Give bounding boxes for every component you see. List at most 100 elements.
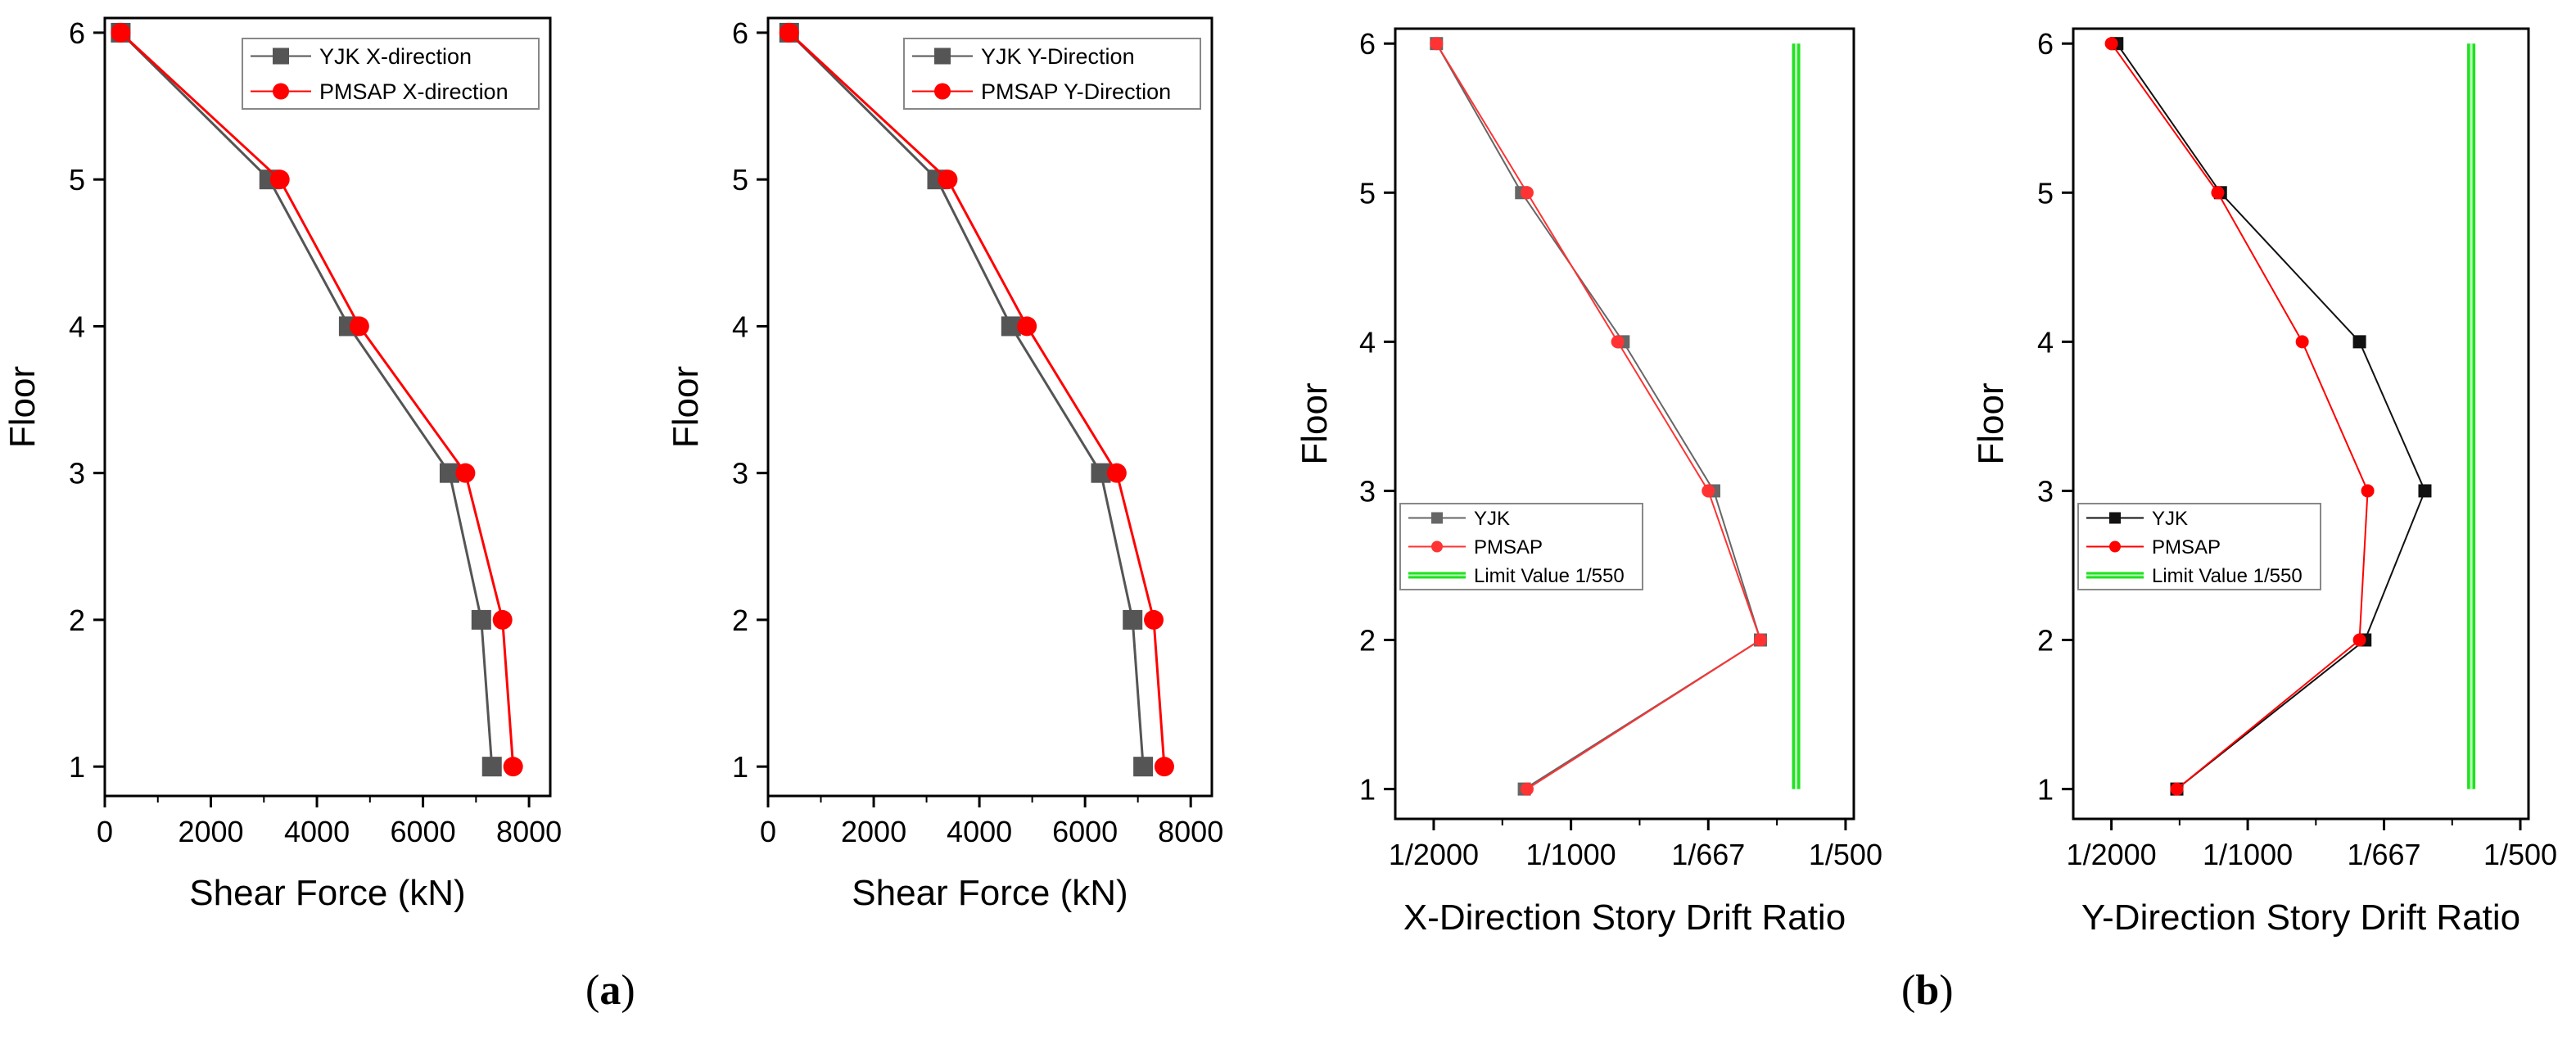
caption-a: (a) <box>585 967 635 1014</box>
series-yjk-y-direction <box>779 22 1154 777</box>
y-tick-label: 4 <box>2037 325 2054 359</box>
x-tick-label: 2000 <box>178 815 243 848</box>
y-tick-label: 3 <box>1359 474 1376 508</box>
x-tick-label: 1/2000 <box>2067 838 2157 871</box>
chart-p4: 1/2000 1/1000 1/667 1/500 1 2 3 4 5 6 Y-Direction … <box>1971 27 2557 938</box>
legend-label: PMSAP X-direction <box>319 79 508 104</box>
data-point <box>1520 186 1534 200</box>
data-point <box>1133 757 1154 777</box>
x-axis-label: Shear Force (kN) <box>189 873 465 913</box>
x-tick-label: 0 <box>760 815 776 848</box>
legend-label: Limit Value 1/550 <box>1474 565 1625 587</box>
y-tick-label: 4 <box>732 310 748 343</box>
legend-label: PMSAP <box>2152 536 2221 558</box>
legend: YJK Y-Direction PMSAP Y-Direction <box>903 38 1201 110</box>
x-tick-label: 1/2000 <box>1389 838 1479 871</box>
x-tick-label: 1/500 <box>1809 838 1882 871</box>
data-point <box>938 170 958 190</box>
data-point <box>1106 463 1127 483</box>
data-point <box>1611 335 1625 349</box>
x-tick-label: 6000 <box>1052 815 1118 848</box>
y-tick-label: 5 <box>2037 176 2054 210</box>
series-line <box>788 31 1145 767</box>
y-tick-label: 2 <box>1359 624 1376 658</box>
x-tick-label: 1/500 <box>2483 838 2557 871</box>
y-tick-label: 4 <box>69 310 85 343</box>
data-point <box>1144 609 1164 630</box>
chart-p2: 0 2000 4000 6000 8000 1 2 3 4 5 6 Shear Force (kN) F… <box>666 16 1223 913</box>
data-point <box>111 22 131 43</box>
axes-frame <box>2072 27 2530 821</box>
series-line <box>2116 43 2426 790</box>
series-pmsap-x-direction <box>111 22 523 777</box>
data-point <box>2295 335 2309 349</box>
data-point <box>2418 484 2432 498</box>
legend-marker <box>273 47 289 65</box>
series-pmsap-y-direction <box>779 22 1174 777</box>
legend-label: Limit Value 1/550 <box>2152 565 2303 587</box>
data-point <box>1123 609 1143 630</box>
data-point <box>2352 335 2366 349</box>
x-tick-label: 1/1000 <box>1526 838 1616 871</box>
y-tick-label: 6 <box>732 16 748 50</box>
y-tick-label: 6 <box>2037 27 2054 61</box>
x-tick-label: 1/1000 <box>2203 838 2293 871</box>
y-tick-label: 2 <box>69 604 85 637</box>
legend-label: YJK <box>2152 508 2188 530</box>
series-line <box>1435 43 1762 790</box>
series-pmsap <box>2104 37 2375 796</box>
legend-marker <box>2109 540 2121 553</box>
data-point <box>1154 757 1174 777</box>
axes-frame <box>766 16 1213 798</box>
y-axis-label: Floor <box>1971 382 2011 464</box>
x-tick-label: 2000 <box>841 815 906 848</box>
y-tick-label: 6 <box>69 16 85 50</box>
legend-label: YJK Y-Direction <box>981 44 1135 69</box>
series-yjk-x-direction <box>111 22 502 777</box>
data-point <box>1520 782 1534 796</box>
y-tick-label: 5 <box>732 163 748 197</box>
y-axis-label: Floor <box>666 366 706 448</box>
legend-marker <box>934 83 951 100</box>
legend-marker <box>1431 540 1443 553</box>
series-line <box>120 31 515 767</box>
data-point <box>779 22 799 43</box>
y-tick-label: 6 <box>1359 27 1376 61</box>
data-point <box>2352 633 2366 647</box>
legend-marker <box>2109 512 2121 524</box>
data-point <box>1017 316 1037 337</box>
x-axis-label: Y-Direction Story Drift Ratio <box>2081 897 2520 938</box>
data-point <box>2361 484 2375 498</box>
data-point <box>1430 37 1444 51</box>
data-point <box>503 757 523 777</box>
legend-marker <box>273 83 289 100</box>
axes-frame <box>1394 27 1855 821</box>
y-tick-label: 4 <box>1359 325 1376 359</box>
y-tick-label: 1 <box>69 750 85 784</box>
y-tick-label: 3 <box>69 457 85 491</box>
data-point <box>455 463 476 483</box>
y-tick-label: 1 <box>1359 773 1376 807</box>
legend-marker <box>1431 512 1443 524</box>
y-tick-label: 5 <box>69 163 85 197</box>
data-point <box>492 609 513 630</box>
x-tick-label: 4000 <box>284 815 350 848</box>
data-point <box>349 316 369 337</box>
legend-box <box>242 38 540 110</box>
x-tick-label: 6000 <box>391 815 456 848</box>
y-tick-label: 3 <box>2037 474 2054 508</box>
axes-frame <box>103 16 552 798</box>
series-line <box>120 31 494 767</box>
x-tick-label: 4000 <box>947 815 1012 848</box>
x-tick-label: 8000 <box>496 815 562 848</box>
data-point <box>471 609 491 630</box>
legend: YJK PMSAP Limit Value 1/550 <box>1399 503 1643 590</box>
x-axis-label: Shear Force (kN) <box>852 873 1128 913</box>
x-tick-label: 8000 <box>1158 815 1223 848</box>
data-point <box>269 170 290 190</box>
series-line <box>2110 43 2369 790</box>
data-point <box>2211 186 2225 200</box>
x-tick-label: 1/667 <box>1671 838 1745 871</box>
caption-b: (b) <box>1901 967 1954 1014</box>
